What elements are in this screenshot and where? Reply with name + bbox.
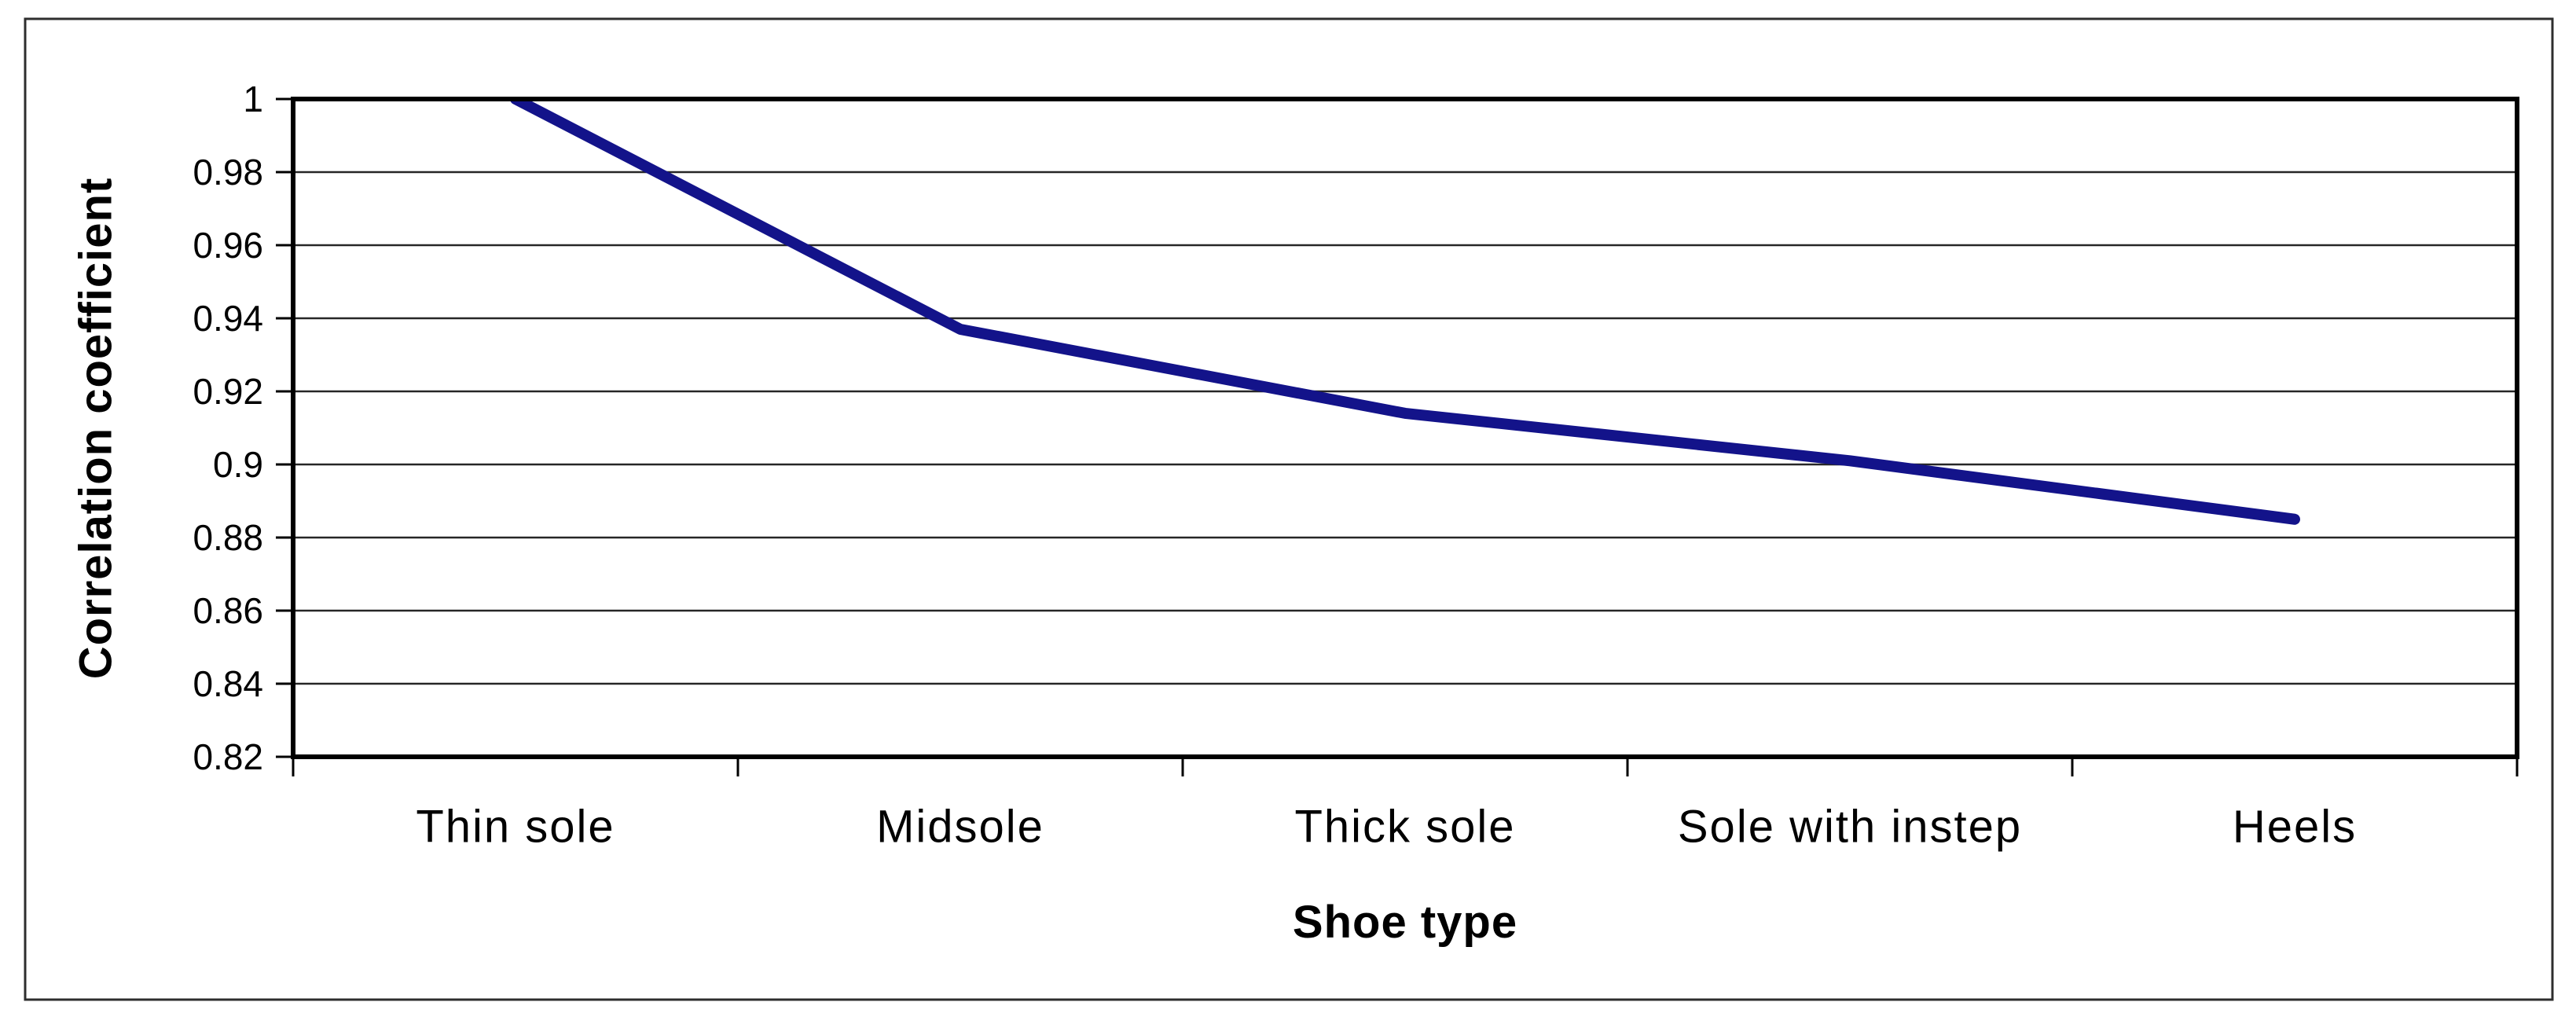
x-category-label: Midsole: [876, 802, 1044, 853]
y-tick-label: 0.9: [213, 444, 263, 485]
axis-ticks: [276, 97, 2519, 776]
y-tick-label: 0.88: [193, 517, 263, 558]
y-tick-label: 0.86: [193, 590, 263, 631]
plot-border-rect: [291, 97, 2519, 759]
plot-border: [291, 97, 2519, 759]
y-tick-label: 0.96: [193, 225, 263, 266]
data-series-line: [510, 99, 2300, 525]
y-tick-label: 0.82: [193, 736, 263, 777]
x-category-label: Sole with instep: [1678, 802, 2022, 853]
y-tick-label: 0.94: [193, 298, 263, 339]
series-line: [510, 99, 2300, 525]
outer-frame-rect: [24, 17, 2554, 1001]
y-tick-label: 0.84: [193, 663, 263, 704]
y-tick-labels: 1 0.98 0.96 0.94 0.92 0.9 0.88 0.86 0.84 0.82: [193, 79, 263, 777]
y-axis-title: Correlation coefficient: [70, 177, 122, 680]
x-category-label: Thin sole: [416, 802, 615, 853]
x-category-label: Heels: [2233, 802, 2357, 853]
x-category-labels: Thin sole Midsole Thick sole Sole with inst…: [416, 802, 2357, 853]
gridlines: [293, 171, 2517, 685]
y-tick-label: 0.98: [193, 152, 263, 193]
outer-frame: [24, 17, 2554, 1001]
x-category-label: Thick sole: [1294, 802, 1515, 853]
y-tick-label: 0.92: [193, 371, 263, 412]
x-axis-title: Shoe type: [1292, 897, 1518, 948]
y-tick-label: 1: [243, 79, 263, 119]
